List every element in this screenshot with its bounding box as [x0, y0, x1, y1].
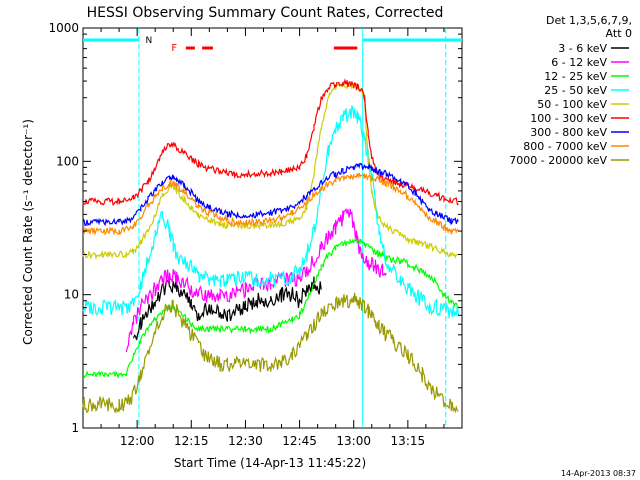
x-tick-label: 12:00	[120, 434, 155, 448]
night-marker-label: N	[145, 36, 152, 46]
x-tick-label: 12:45	[282, 434, 317, 448]
legend-header-line-1: Det 1,3,5,6,7,9,	[546, 14, 632, 27]
legend-label: 300 - 800 keV	[530, 126, 607, 139]
series-line-800-7000-kev	[82, 172, 459, 236]
chart-title: HESSI Observing Summary Count Rates, Cor…	[87, 5, 444, 21]
series-line-3-6-kev	[132, 276, 322, 341]
plot-area	[82, 27, 463, 429]
series-line-50-100-kev	[82, 82, 459, 260]
x-tick-label: 13:15	[391, 434, 426, 448]
legend-label: 100 - 300 keV	[530, 112, 607, 125]
observation-markers: NF	[83, 36, 462, 54]
series-line-100-300-kev	[82, 78, 459, 207]
legend-label: 6 - 12 keV	[551, 56, 607, 69]
y-tick-label: 1000	[48, 21, 79, 35]
y-tick-label: 100	[56, 154, 79, 168]
series-line-25-50-kev	[82, 105, 459, 319]
series-layer	[82, 78, 459, 414]
legend-header-line-2: Att 0	[606, 27, 632, 40]
legend-label: 800 - 7000 keV	[523, 140, 607, 153]
legend-label: 25 - 50 keV	[544, 84, 607, 97]
x-tick-label: 13:00	[336, 434, 371, 448]
legend-label: 3 - 6 keV	[558, 42, 607, 55]
series-line-7000-20000-kev	[82, 292, 459, 414]
plot-frame	[82, 27, 463, 429]
axes: 1 10 100 1000 12:00 12:15 12:30 12:45 13:00 13:15	[48, 21, 462, 448]
y-tick-label: 1	[71, 421, 79, 435]
x-axis-label: Start Time (14-Apr-13 11:45:22)	[174, 456, 366, 470]
legend-label: 50 - 100 keV	[537, 98, 607, 111]
y-tick-label: 10	[64, 288, 79, 302]
series-line-300-800-kev	[82, 162, 459, 227]
flare-marker-label: F	[171, 43, 177, 54]
x-tick-label: 12:15	[174, 434, 209, 448]
y-axis-label: Corrected Count Rate (s⁻¹ detector⁻¹)	[21, 119, 35, 345]
footer-timestamp: 14-Apr-2013 08:37	[561, 469, 636, 478]
series-line-12-25-kev	[82, 236, 459, 380]
x-tick-label: 12:30	[228, 434, 263, 448]
legend-label: 7000 - 20000 keV	[509, 154, 607, 167]
legend-label: 12 - 25 keV	[544, 70, 607, 83]
